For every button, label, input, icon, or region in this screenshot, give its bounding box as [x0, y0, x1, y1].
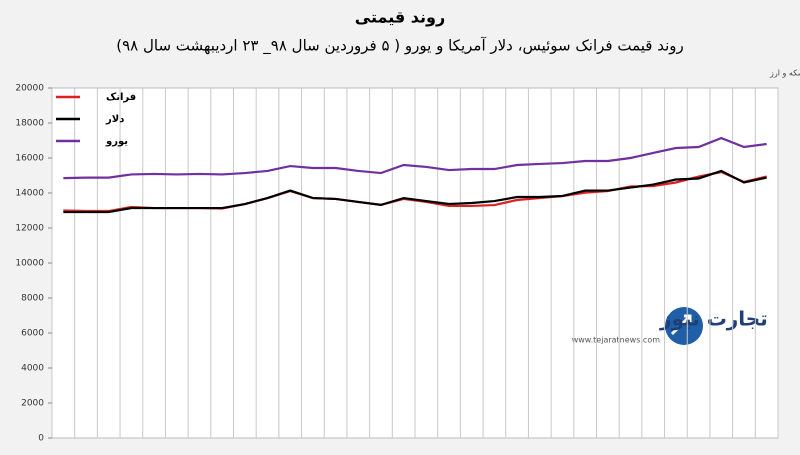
series-line — [63, 169, 767, 214]
chart-subtitle: روند قیمت فرانک سوئیس، دلار آمریکا و یور… — [116, 37, 684, 56]
watermark-url: www.tejaratnews.com — [572, 336, 660, 345]
y-tick-label: 4000 — [21, 364, 44, 374]
y-tick-label: 20000 — [15, 84, 44, 94]
legend-label: یورو — [105, 136, 128, 147]
y-tick-label: 0 — [38, 434, 44, 444]
y-tick-label: 8000 — [21, 294, 44, 304]
watermark: تجارت نیوز www.tejaratnews.com — [572, 307, 768, 345]
y-tick-label: 2000 — [21, 399, 44, 409]
logo — [665, 307, 703, 345]
y-tick-label: 10000 — [15, 259, 44, 269]
legend-label: فرانک — [106, 92, 136, 103]
y-tick-label: 12000 — [15, 224, 44, 234]
series-line — [63, 136, 767, 180]
y-tick-label: 6000 — [21, 329, 44, 339]
legend-label: دلار — [105, 114, 124, 125]
y-tick-label: 18000 — [15, 119, 44, 129]
watermark-text: تجارت نیوز — [659, 307, 768, 331]
y-tick-label: 14000 — [15, 189, 44, 199]
source: منبع: شبکه اطلاع‌رسانی طلا، سکه و ارز — [769, 69, 800, 78]
y-tick-label: 16000 — [15, 154, 44, 164]
chart-title: روند قیمتی — [355, 8, 445, 27]
